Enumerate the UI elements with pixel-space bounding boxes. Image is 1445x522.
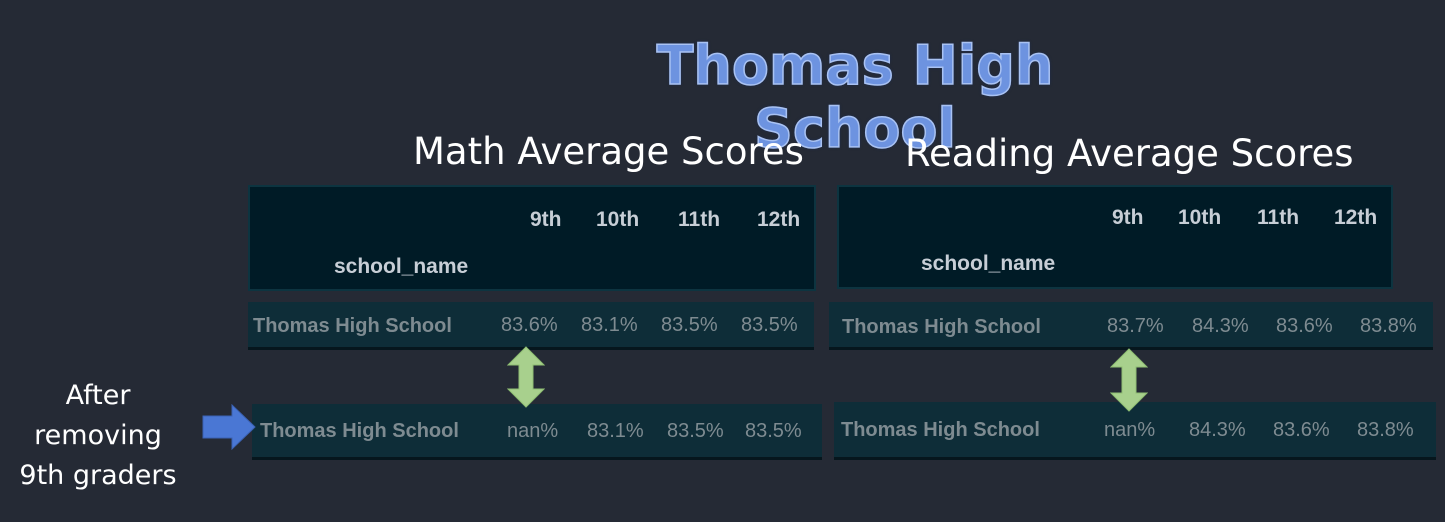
- math-before-school: Thomas High School: [253, 315, 452, 337]
- math-after-10th: 83.1%: [587, 420, 644, 442]
- math-before-9th: 83.6%: [501, 314, 558, 336]
- math-after-12th: 83.5%: [745, 420, 802, 442]
- reading-table-header: 9th 10th 11th 12th school_name: [837, 185, 1393, 289]
- annotation-line-1: After removing: [34, 380, 162, 451]
- reading-before-school: Thomas High School: [842, 316, 1041, 338]
- math-row-after: Thomas High School nan% 83.1% 83.5% 83.5…: [252, 404, 822, 460]
- reading-col-9th: 9th: [1112, 206, 1144, 229]
- math-after-school: Thomas High School: [260, 420, 459, 442]
- double-arrow-icon: [507, 346, 545, 408]
- annotation-text: After removing 9th graders: [0, 376, 196, 496]
- math-before-10th: 83.1%: [581, 314, 638, 336]
- reading-after-school: Thomas High School: [841, 419, 1040, 441]
- double-arrow-icon: [1110, 348, 1148, 412]
- math-after-9th: nan%: [507, 420, 559, 442]
- right-arrow-icon: [202, 404, 256, 450]
- reading-row-before: Thomas High School 83.7% 84.3% 83.6% 83.…: [829, 302, 1433, 350]
- reading-before-9th: 83.7%: [1107, 315, 1164, 337]
- math-table-header: 9th 10th 11th 12th school_name: [248, 185, 816, 291]
- math-row-before: Thomas High School 83.6% 83.1% 83.5% 83.…: [248, 302, 814, 350]
- math-after-11th: 83.5%: [667, 420, 724, 442]
- reading-after-9th: nan%: [1104, 419, 1156, 441]
- page-title: Thomas High School: [656, 33, 1054, 161]
- reading-col-10th: 10th: [1178, 206, 1222, 229]
- reading-col-12th: 12th: [1334, 206, 1378, 229]
- math-index-label: school_name: [334, 255, 469, 278]
- math-col-10th: 10th: [596, 208, 640, 231]
- reading-row-after: Thomas High School nan% 84.3% 83.6% 83.8…: [834, 402, 1436, 460]
- reading-before-12th: 83.8%: [1360, 315, 1417, 337]
- math-col-12th: 12th: [757, 208, 801, 231]
- reading-after-12th: 83.8%: [1357, 419, 1414, 441]
- reading-before-11th: 83.6%: [1276, 315, 1333, 337]
- math-col-9th: 9th: [530, 208, 562, 231]
- reading-after-10th: 84.3%: [1189, 419, 1246, 441]
- reading-index-label: school_name: [921, 252, 1056, 275]
- math-section-title: Math Average Scores: [413, 130, 804, 173]
- reading-before-10th: 84.3%: [1192, 315, 1249, 337]
- math-before-12th: 83.5%: [741, 314, 798, 336]
- reading-after-11th: 83.6%: [1273, 419, 1330, 441]
- math-col-11th: 11th: [678, 208, 721, 231]
- reading-section-title: Reading Average Scores: [905, 132, 1354, 175]
- reading-col-11th: 11th: [1257, 206, 1300, 229]
- math-before-11th: 83.5%: [661, 314, 718, 336]
- annotation-line-2: 9th graders: [19, 460, 177, 491]
